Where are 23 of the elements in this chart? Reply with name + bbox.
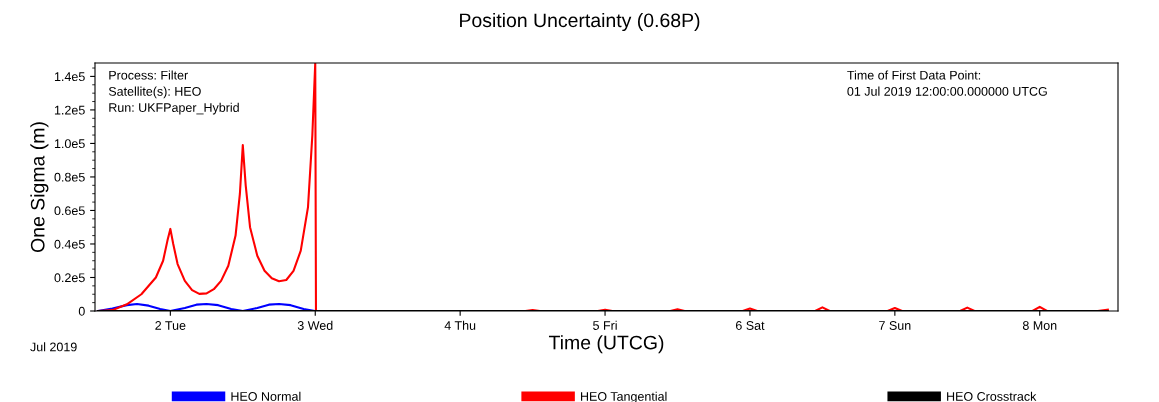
y-tick-label: 1.2e5	[54, 105, 85, 115]
y-tick-label: 1.0e5	[54, 139, 85, 149]
legend-label: HEO Crosstrack	[947, 391, 1037, 401]
x-tick-label: 2 Tue	[155, 321, 186, 330]
x-tick-label: 4 Thu	[444, 320, 476, 330]
y-tick-label: 0	[78, 306, 85, 316]
x-tick-label: 8 Mon	[1022, 321, 1057, 330]
annotation: Process: Filter Satellite(s): HEO Run: UKFPaper_Hybrid	[108, 70, 239, 115]
x-axis-title: Time (UTCG)	[548, 335, 664, 354]
y-axis-title: One Sigma (m)	[30, 122, 49, 252]
y-tick-label: 0.2e5	[54, 273, 85, 283]
annotation: Time of First Data Point: 01 Jul 2019 12:00:00.000000 UTCG	[847, 70, 1047, 96]
x-tick-label: 5 Fri	[593, 320, 617, 330]
y-tick-label: 1.4e5	[54, 72, 85, 82]
x-tick-label: 6 Sat	[735, 321, 765, 330]
y-tick-label: 0.4e5	[54, 239, 85, 249]
x-tick-label: 7 Sun	[879, 321, 911, 330]
y-tick-label: 0.6e5	[54, 206, 85, 216]
x-tick-label: 3 Wed	[297, 320, 333, 330]
chart-title: Position Uncertainty (0.68P)	[460, 12, 700, 32]
y-tick-label: 0.8e5	[54, 172, 85, 182]
legend-label: HEO Normal	[231, 391, 301, 401]
text: Jul 2019	[30, 342, 77, 352]
